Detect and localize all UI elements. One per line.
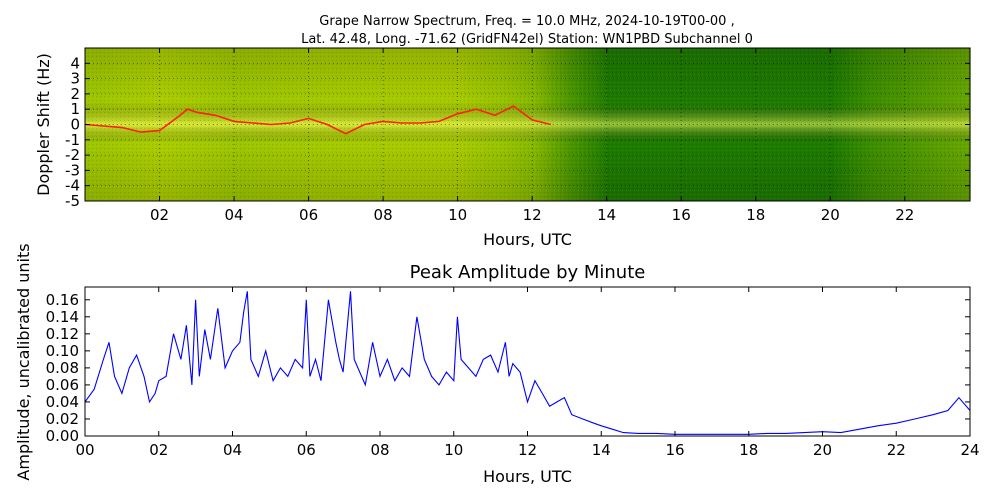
y-tick-label: -5 bbox=[65, 192, 80, 210]
x-tick-label: 08 bbox=[370, 441, 389, 459]
amplitude-chart-title: Peak Amplitude by Minute bbox=[410, 262, 646, 283]
x-tick-label: 00 bbox=[75, 441, 94, 459]
spectrogram-x-axis-label: Hours, UTC bbox=[483, 230, 572, 249]
amplitude-series-line bbox=[84, 291, 971, 435]
spectrogram-y-axis-label: Doppler Shift (Hz) bbox=[34, 53, 53, 196]
x-tick-label: 02 bbox=[150, 206, 169, 224]
y-tick-label: 2 bbox=[70, 85, 80, 103]
y-tick-label: 0.14 bbox=[46, 308, 79, 326]
spectrogram-grid bbox=[85, 48, 970, 202]
x-tick-label: 04 bbox=[225, 206, 244, 224]
x-tick-label: 10 bbox=[448, 206, 467, 224]
x-tick-label: 14 bbox=[592, 441, 611, 459]
y-tick-label: -2 bbox=[65, 146, 80, 164]
x-tick-label: 16 bbox=[672, 206, 691, 224]
x-tick-label: 18 bbox=[739, 441, 758, 459]
x-tick-label: 06 bbox=[297, 441, 316, 459]
y-tick-label: 0.12 bbox=[46, 325, 79, 343]
spectrogram-x-axis: 02 04 06 08 10 12 14 16 18 20 22 bbox=[150, 48, 914, 224]
y-tick-label: 0.06 bbox=[46, 376, 79, 394]
x-tick-label: 22 bbox=[895, 206, 914, 224]
x-tick-label: 04 bbox=[223, 441, 242, 459]
y-tick-label: 1 bbox=[70, 100, 80, 118]
amplitude-x-axis-label: Hours, UTC bbox=[483, 467, 572, 486]
x-tick-label: 18 bbox=[746, 206, 765, 224]
spectrogram-texture bbox=[85, 48, 970, 201]
y-tick-label: 0.04 bbox=[46, 393, 79, 411]
y-tick-label: 0.08 bbox=[46, 359, 79, 377]
y-tick-label: 0.00 bbox=[46, 427, 79, 445]
y-tick-label: -3 bbox=[65, 161, 80, 179]
y-tick-label: 3 bbox=[70, 70, 80, 88]
amplitude-y-axis-label: Amplitude, uncalibrated units bbox=[14, 243, 33, 480]
y-tick-label: 0 bbox=[70, 116, 80, 134]
y-tick-label: -4 bbox=[65, 177, 80, 195]
y-tick-label: 4 bbox=[70, 54, 80, 72]
y-tick-label: 0.16 bbox=[46, 291, 79, 309]
x-tick-label: 20 bbox=[813, 441, 832, 459]
amplitude-x-axis: 00 02 04 06 08 10 12 14 16 18 20 22 24 bbox=[75, 287, 980, 459]
y-tick-label: -1 bbox=[65, 131, 80, 149]
figure-title-line-1: Grape Narrow Spectrum, Freq. = 10.0 MHz,… bbox=[319, 14, 734, 29]
x-tick-label: 12 bbox=[523, 206, 542, 224]
figure-title-line-2: Lat. 42.48, Long. -71.62 (GridFN42el) St… bbox=[301, 32, 753, 47]
peak-doppler-trace bbox=[84, 105, 551, 135]
x-tick-label: 14 bbox=[597, 206, 616, 224]
x-tick-label: 06 bbox=[299, 206, 318, 224]
peak-amplitude-panel: Peak Amplitude by Minute 00 02 04 06 08 10 12 1… bbox=[14, 243, 980, 486]
x-tick-label: 10 bbox=[444, 441, 463, 459]
y-tick-label: 0.02 bbox=[46, 410, 79, 428]
x-tick-label: 20 bbox=[821, 206, 840, 224]
x-tick-label: 22 bbox=[887, 441, 906, 459]
amplitude-y-axis: 0.000.020.040.060.080.100.120.140.16 bbox=[46, 291, 970, 445]
x-tick-label: 02 bbox=[149, 441, 168, 459]
x-tick-label: 08 bbox=[374, 206, 393, 224]
y-tick-label: 0.10 bbox=[46, 342, 79, 360]
x-tick-label: 12 bbox=[518, 441, 537, 459]
x-tick-label: 24 bbox=[960, 441, 979, 459]
x-tick-label: 16 bbox=[665, 441, 684, 459]
